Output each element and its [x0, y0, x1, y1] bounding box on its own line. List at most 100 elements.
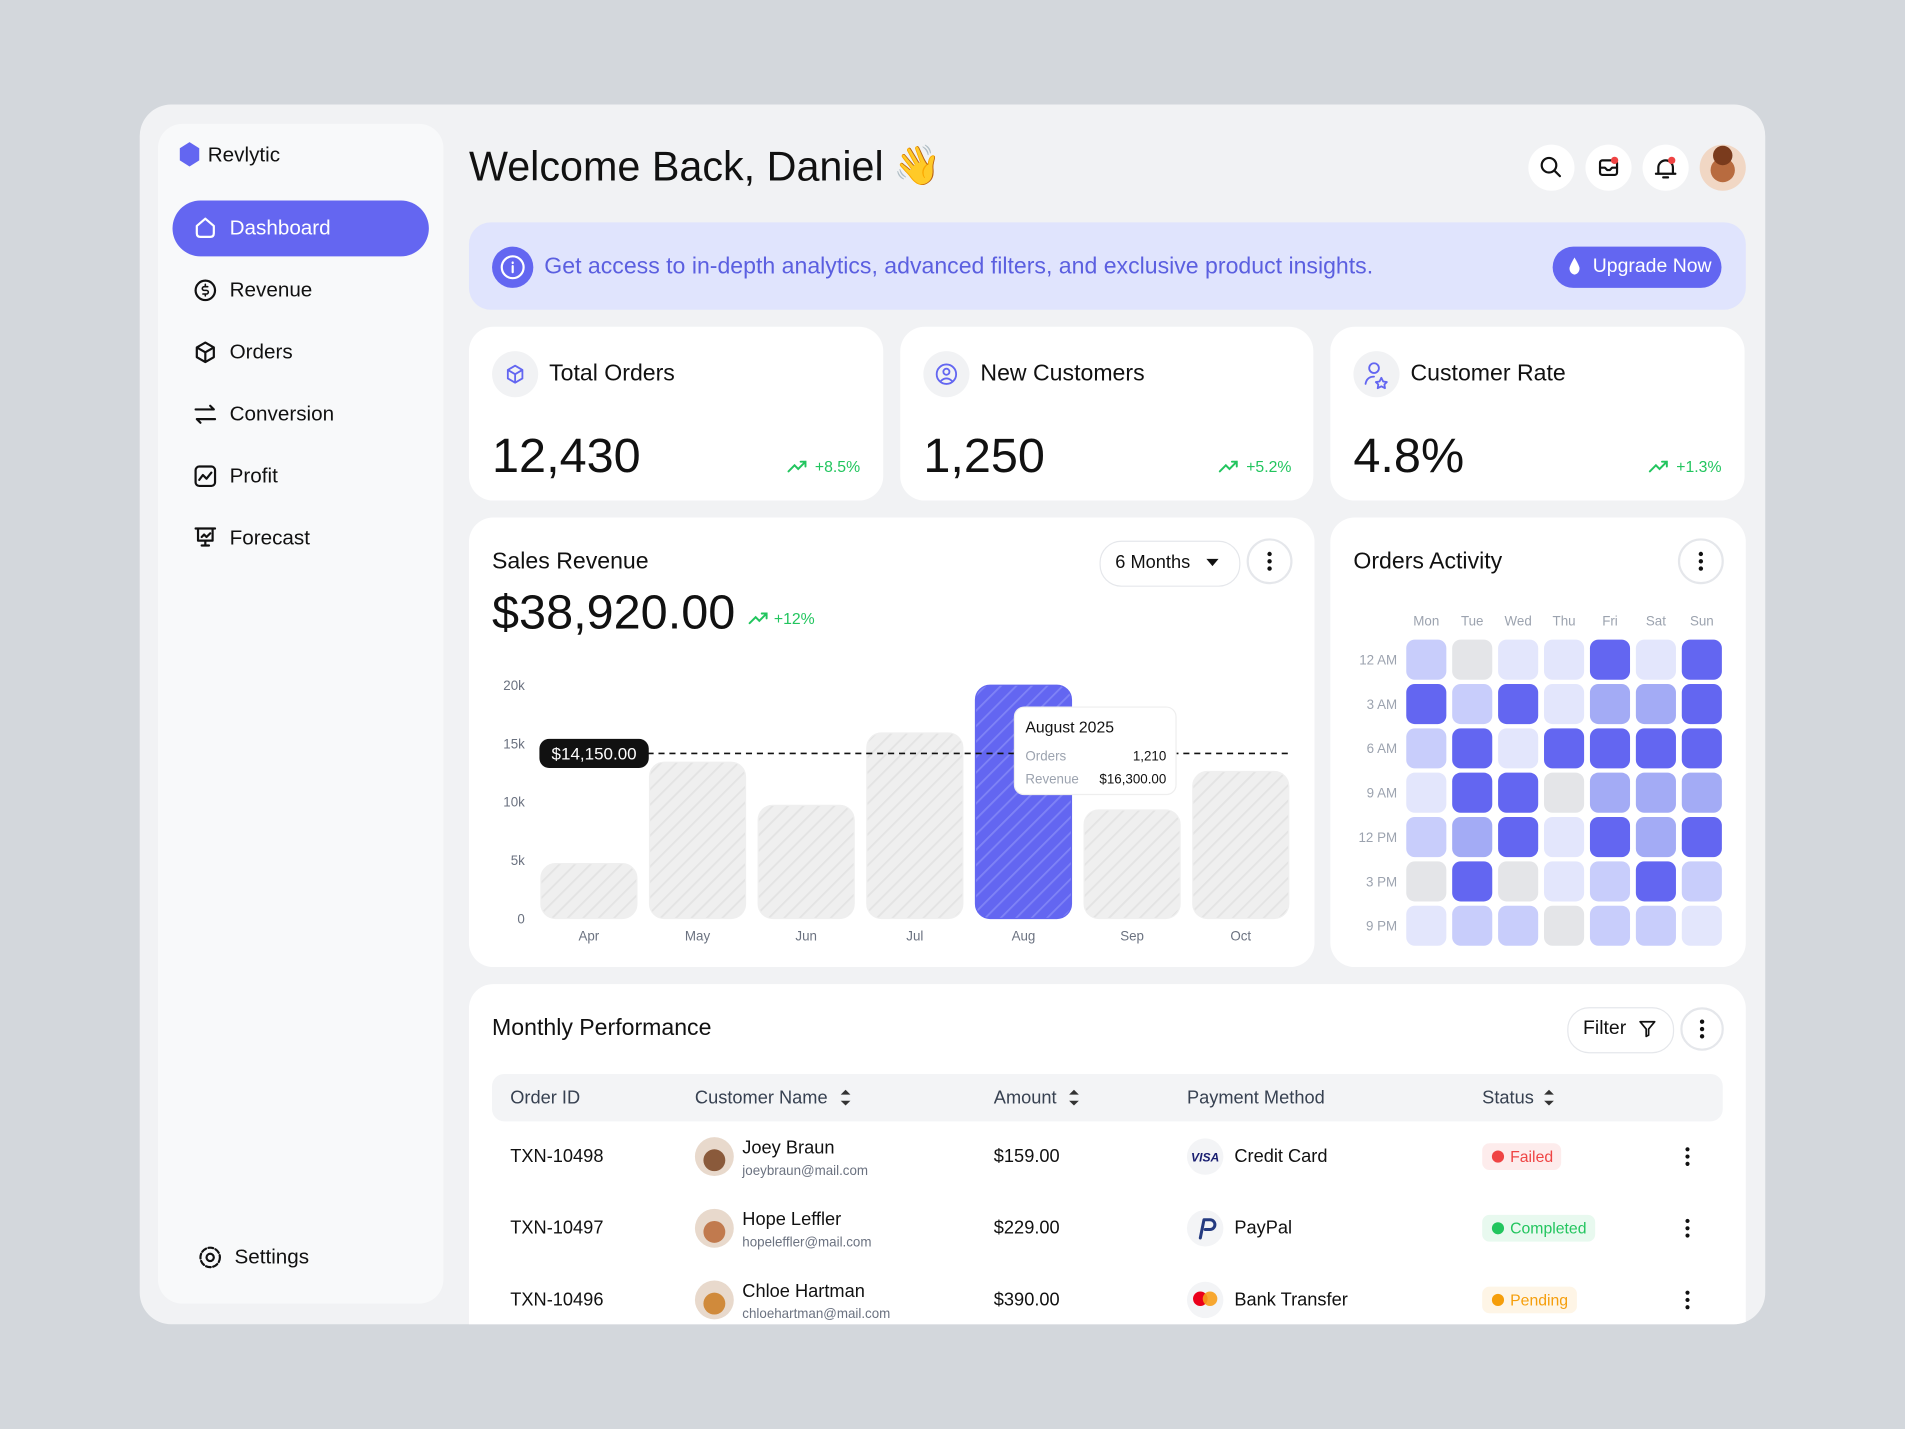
table-header [492, 1073, 1723, 1122]
tooltip-value: $16,300.00 [1099, 772, 1166, 787]
brand: Revlytic [207, 143, 281, 167]
y-tick-label: 10k [503, 795, 525, 810]
heat-cell [1452, 728, 1493, 769]
heat-cell [1681, 728, 1722, 769]
hour-label: 6 AM [1367, 741, 1397, 756]
stat-change: +8.5% [814, 457, 861, 476]
status: Pending [1510, 1290, 1569, 1310]
filter-label[interactable]: Filter [1583, 1018, 1627, 1039]
status-dot [1491, 1150, 1505, 1163]
status-dot [1491, 1293, 1505, 1307]
nav-active[interactable] [172, 200, 429, 257]
hour-label: 3 PM [1366, 874, 1397, 889]
heat-cell [1498, 683, 1539, 725]
hour-label: 12 PM [1359, 830, 1398, 845]
nav-item[interactable]: Orders [229, 340, 293, 364]
customer-name: Chloe Hartman [742, 1281, 865, 1302]
customer-email: hopeleffler@mail.com [742, 1235, 872, 1251]
stat-card [468, 326, 884, 501]
stat-label: Customer Rate [1410, 360, 1566, 387]
heat-cell [1452, 817, 1493, 858]
heat-cell [1635, 905, 1676, 946]
stat-label: New Customers [980, 360, 1145, 387]
x-tick-label: Aug [1012, 928, 1036, 943]
column-header: Amount [993, 1087, 1057, 1109]
sidebar [157, 123, 444, 1304]
period-label[interactable]: 6 Months [1115, 552, 1191, 573]
heat-cell [1406, 772, 1447, 813]
revenue-total: $38,920.00 [492, 586, 736, 640]
x-tick-label: Oct [1230, 928, 1251, 943]
stat-value: 4.8% [1353, 429, 1465, 483]
heat-cell [1589, 772, 1631, 813]
filter-button[interactable] [1567, 1007, 1675, 1054]
heat-cell [1589, 683, 1631, 725]
amount: $390.00 [993, 1289, 1060, 1311]
heat-cell [1452, 639, 1493, 680]
x-tick-label: Apr [578, 928, 599, 943]
heat-cell [1681, 905, 1722, 946]
day-label: Tue [1461, 614, 1484, 629]
upgrade-label[interactable]: Upgrade Now [1592, 256, 1712, 277]
nav-item[interactable]: Profit [229, 464, 278, 488]
trend-icon [1218, 460, 1238, 473]
hour-label: 9 AM [1367, 786, 1397, 801]
heat-cell [1452, 683, 1493, 725]
heat-cell [1681, 861, 1722, 902]
status-pill [1482, 1286, 1577, 1314]
amount: $159.00 [993, 1146, 1060, 1167]
status-pill [1482, 1214, 1596, 1242]
heat-cell [1635, 861, 1676, 902]
heat-cell [1635, 817, 1676, 858]
heat-cell [1544, 861, 1585, 902]
customer-email: chloehartman@mail.com [742, 1307, 891, 1322]
heat-cell [1589, 817, 1631, 858]
x-tick-label: Jul [906, 928, 923, 943]
icons: VISA [179, 142, 1746, 1320]
heat-cell [1498, 861, 1539, 902]
heat-cell [1544, 683, 1585, 725]
payment-method: Credit Card [1234, 1146, 1328, 1167]
tooltip-label: Orders [1025, 749, 1066, 764]
nav-item[interactable]: Conversion [229, 402, 335, 426]
y-tick-label: 15k [503, 736, 525, 751]
amount: $229.00 [993, 1217, 1060, 1239]
nav-item[interactable]: Forecast [229, 526, 310, 550]
card-title: Monthly Performance [492, 1015, 712, 1042]
bar [1192, 770, 1290, 920]
heat-cell [1498, 772, 1539, 813]
heat-cell [1452, 861, 1493, 902]
nav-item[interactable]: Settings [234, 1245, 310, 1269]
upgrade-button[interactable] [1552, 246, 1722, 288]
trend-icon [748, 612, 768, 625]
heat-cell [1406, 639, 1447, 680]
status: Completed [1510, 1219, 1587, 1238]
heat-cell [1406, 683, 1447, 725]
tooltip-label: Revenue [1025, 772, 1078, 787]
trend-icon [1648, 460, 1668, 473]
trend-icon [787, 460, 807, 473]
payment-method: Bank Transfer [1234, 1289, 1348, 1311]
heat-cell [1635, 772, 1676, 813]
day-label: Sat [1646, 614, 1666, 629]
performance-card [468, 984, 1746, 1325]
status: Failed [1510, 1147, 1554, 1166]
heat-cell [1635, 728, 1676, 769]
period-dropdown[interactable] [1099, 540, 1241, 587]
nav-item[interactable]: Revenue [229, 278, 313, 302]
reference-label: $14,150.00 [552, 745, 637, 764]
heat-cell [1406, 905, 1447, 946]
customer-name: Hope Leffler [742, 1209, 842, 1231]
heat-cell [1635, 639, 1676, 680]
column-header: Payment Method [1186, 1087, 1325, 1109]
customer-email: joeybraun@mail.com [742, 1163, 869, 1179]
emoji: 👋 [892, 142, 942, 189]
nav-item[interactable]: Dashboard [229, 216, 331, 240]
x-tick-label: May [685, 928, 711, 943]
greeting: Welcome Back, Daniel [468, 143, 884, 191]
heat-cell [1544, 817, 1585, 858]
tooltip [1013, 706, 1177, 796]
heat-cell [1681, 639, 1722, 680]
